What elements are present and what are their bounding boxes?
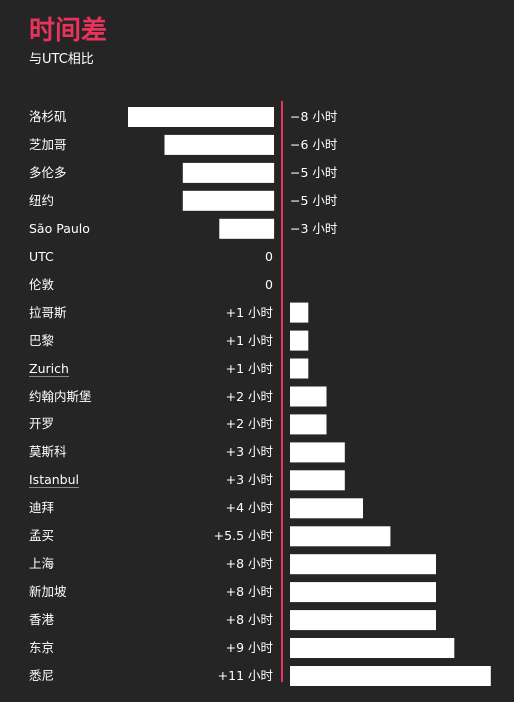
data-label: +8 小时 <box>225 584 273 600</box>
category-label: 芝加哥 <box>29 136 67 152</box>
bar <box>182 162 275 183</box>
category-label: 约翰内斯堡 <box>29 388 92 404</box>
data-label: −5 小时 <box>290 192 338 208</box>
bar <box>290 554 436 575</box>
category-label: 孟买 <box>29 528 55 544</box>
category-label: 洛杉矶 <box>29 109 67 124</box>
category-label: 开罗 <box>29 416 55 432</box>
category-label: 香港 <box>29 612 55 628</box>
category-label: 伦敦 <box>29 276 55 292</box>
category-label: UTC <box>29 248 54 264</box>
bar <box>128 107 274 127</box>
bar <box>219 218 275 239</box>
category-label: Zurich <box>29 360 69 377</box>
category-label: 莫斯科 <box>29 444 67 460</box>
category-label: 东京 <box>29 640 55 655</box>
bar <box>290 610 436 631</box>
data-label: −5 小时 <box>290 164 338 180</box>
data-label: 0 <box>265 248 273 264</box>
bar <box>290 638 455 658</box>
category-label: Istanbul <box>29 472 80 489</box>
category-label: 迪拜 <box>29 500 55 516</box>
category-label: São Paulo <box>29 220 90 236</box>
data-label: +3 小时 <box>225 472 273 488</box>
chart-subtitle: 与UTC相比 <box>29 52 94 67</box>
category-label: 多伦多 <box>29 164 67 180</box>
bar <box>164 134 274 155</box>
data-label: +5.5 小时 <box>213 528 273 544</box>
bar <box>290 386 327 407</box>
data-label: +2 小时 <box>225 416 273 432</box>
bar <box>290 666 491 686</box>
bar <box>290 414 327 435</box>
data-label: +2 小时 <box>225 388 273 404</box>
data-label: +4 小时 <box>225 500 273 516</box>
bar <box>290 582 436 603</box>
category-label: 悉尼 <box>29 668 55 683</box>
category-label: 巴黎 <box>29 332 55 348</box>
data-label: +1 小时 <box>225 304 273 320</box>
bar <box>290 470 345 491</box>
data-label: +3 小时 <box>225 444 273 460</box>
bar <box>182 190 275 211</box>
data-label: +8 小时 <box>225 612 273 628</box>
bar <box>290 358 309 379</box>
data-label: −6 小时 <box>290 136 338 152</box>
data-label: −3 小时 <box>290 220 338 236</box>
category-label: 新加坡 <box>29 584 67 600</box>
data-label: +11 小时 <box>217 668 273 683</box>
category-label: 拉哥斯 <box>29 304 67 320</box>
bar <box>290 302 309 323</box>
data-label: +8 小时 <box>225 556 273 572</box>
bar <box>290 498 363 519</box>
chart-title: 时间差 <box>29 16 108 46</box>
bar <box>290 330 309 351</box>
data-label: −8 小时 <box>290 109 338 124</box>
bar <box>290 442 345 463</box>
data-label: +9 小时 <box>225 640 273 655</box>
data-label: 0 <box>265 276 273 292</box>
category-label: 上海 <box>29 556 55 572</box>
bar <box>290 526 391 547</box>
data-label: +1 小时 <box>225 360 273 376</box>
category-label: 纽约 <box>29 192 55 208</box>
data-label: +1 小时 <box>225 332 273 348</box>
